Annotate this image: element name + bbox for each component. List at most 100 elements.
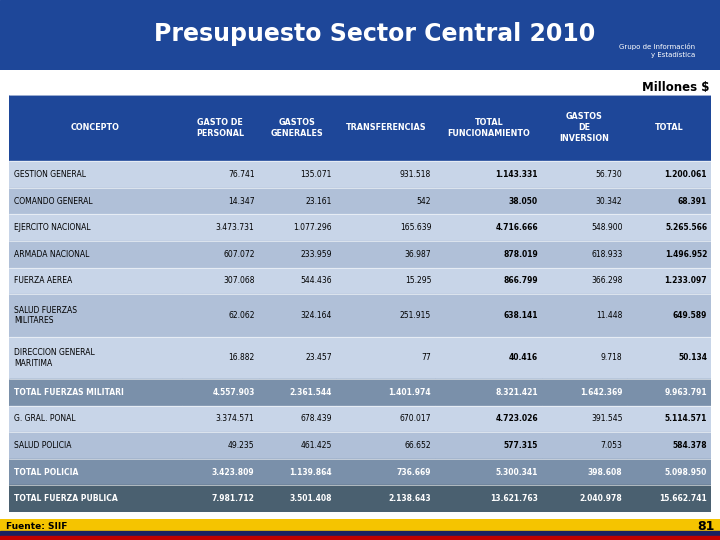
Bar: [626, 432, 711, 459]
Bar: [626, 161, 711, 188]
Bar: [258, 459, 336, 485]
Text: 23.161: 23.161: [305, 197, 332, 206]
Bar: [181, 379, 258, 406]
Text: 584.378: 584.378: [672, 441, 707, 450]
Bar: [436, 485, 542, 512]
Text: CONCEPTO: CONCEPTO: [71, 124, 120, 132]
Bar: [626, 241, 711, 267]
Bar: [542, 459, 626, 485]
Bar: [436, 294, 542, 336]
Text: 13.621.763: 13.621.763: [490, 494, 538, 503]
Text: 15.295: 15.295: [405, 276, 431, 285]
Text: 5.114.571: 5.114.571: [665, 414, 707, 423]
Bar: [626, 459, 711, 485]
Text: 3.374.571: 3.374.571: [216, 414, 255, 423]
Text: COMANDO GENERAL: COMANDO GENERAL: [14, 197, 93, 206]
Text: 5.098.950: 5.098.950: [665, 468, 707, 477]
Text: 736.669: 736.669: [397, 468, 431, 477]
Bar: [258, 267, 336, 294]
Bar: [542, 406, 626, 432]
Text: FUERZA AEREA: FUERZA AEREA: [14, 276, 73, 285]
Bar: [258, 432, 336, 459]
Text: 9.718: 9.718: [601, 353, 623, 362]
Bar: [9, 267, 181, 294]
Bar: [9, 214, 181, 241]
Bar: [626, 379, 711, 406]
Text: 77: 77: [421, 353, 431, 362]
Bar: [626, 406, 711, 432]
Text: 391.545: 391.545: [591, 414, 623, 423]
Text: 1.139.864: 1.139.864: [289, 468, 332, 477]
Bar: [336, 336, 436, 379]
Bar: [0, 531, 720, 536]
Text: 878.019: 878.019: [503, 250, 538, 259]
Bar: [258, 406, 336, 432]
Bar: [336, 459, 436, 485]
Bar: [626, 188, 711, 214]
Bar: [181, 161, 258, 188]
Bar: [336, 432, 436, 459]
Text: 62.062: 62.062: [228, 311, 255, 320]
Text: 931.518: 931.518: [400, 170, 431, 179]
Text: 49.235: 49.235: [228, 441, 255, 450]
Bar: [9, 188, 181, 214]
Text: 38.050: 38.050: [509, 197, 538, 206]
Bar: [9, 294, 181, 336]
Bar: [258, 336, 336, 379]
Bar: [542, 161, 626, 188]
Text: 670.017: 670.017: [400, 414, 431, 423]
Bar: [9, 485, 181, 512]
Bar: [436, 379, 542, 406]
Text: 68.391: 68.391: [678, 197, 707, 206]
Bar: [436, 336, 542, 379]
Text: 11.448: 11.448: [596, 311, 623, 320]
Text: 4.557.903: 4.557.903: [212, 388, 255, 397]
Bar: [626, 485, 711, 512]
Text: 81: 81: [697, 519, 714, 532]
Bar: [258, 94, 336, 161]
Text: 9.963.791: 9.963.791: [665, 388, 707, 397]
Bar: [336, 188, 436, 214]
Text: 2.138.643: 2.138.643: [389, 494, 431, 503]
Text: 548.900: 548.900: [591, 223, 623, 232]
Text: TOTAL POLICIA: TOTAL POLICIA: [14, 468, 78, 477]
Text: 649.589: 649.589: [672, 311, 707, 320]
Bar: [542, 336, 626, 379]
Bar: [436, 267, 542, 294]
Bar: [9, 432, 181, 459]
Text: Fuente: SIIF: Fuente: SIIF: [6, 522, 67, 530]
Bar: [626, 94, 711, 161]
Text: 1.401.974: 1.401.974: [389, 388, 431, 397]
Bar: [336, 267, 436, 294]
Text: 8.321.421: 8.321.421: [495, 388, 538, 397]
Text: GASTOS
GENERALES: GASTOS GENERALES: [271, 118, 324, 138]
Text: TOTAL FUERZAS MILITARI: TOTAL FUERZAS MILITARI: [14, 388, 124, 397]
Text: TRANSFERENCIAS: TRANSFERENCIAS: [346, 124, 426, 132]
Bar: [436, 161, 542, 188]
Bar: [9, 406, 181, 432]
Text: 607.072: 607.072: [223, 250, 255, 259]
Bar: [9, 379, 181, 406]
Bar: [181, 94, 258, 161]
Text: TOTAL FUERZA PUBLICA: TOTAL FUERZA PUBLICA: [14, 494, 118, 503]
Text: 3.473.731: 3.473.731: [216, 223, 255, 232]
Bar: [258, 379, 336, 406]
Bar: [181, 267, 258, 294]
Bar: [9, 459, 181, 485]
Bar: [258, 188, 336, 214]
Bar: [9, 94, 181, 161]
Text: 36.987: 36.987: [405, 250, 431, 259]
Text: 366.298: 366.298: [591, 276, 623, 285]
Text: 251.915: 251.915: [400, 311, 431, 320]
Bar: [9, 336, 181, 379]
Bar: [181, 336, 258, 379]
Bar: [542, 379, 626, 406]
Bar: [0, 536, 720, 540]
Bar: [542, 432, 626, 459]
Text: 15.662.741: 15.662.741: [660, 494, 707, 503]
Bar: [436, 459, 542, 485]
Text: 4.716.666: 4.716.666: [495, 223, 538, 232]
Text: 1.200.061: 1.200.061: [665, 170, 707, 179]
Text: 307.068: 307.068: [223, 276, 255, 285]
Text: 40.416: 40.416: [509, 353, 538, 362]
